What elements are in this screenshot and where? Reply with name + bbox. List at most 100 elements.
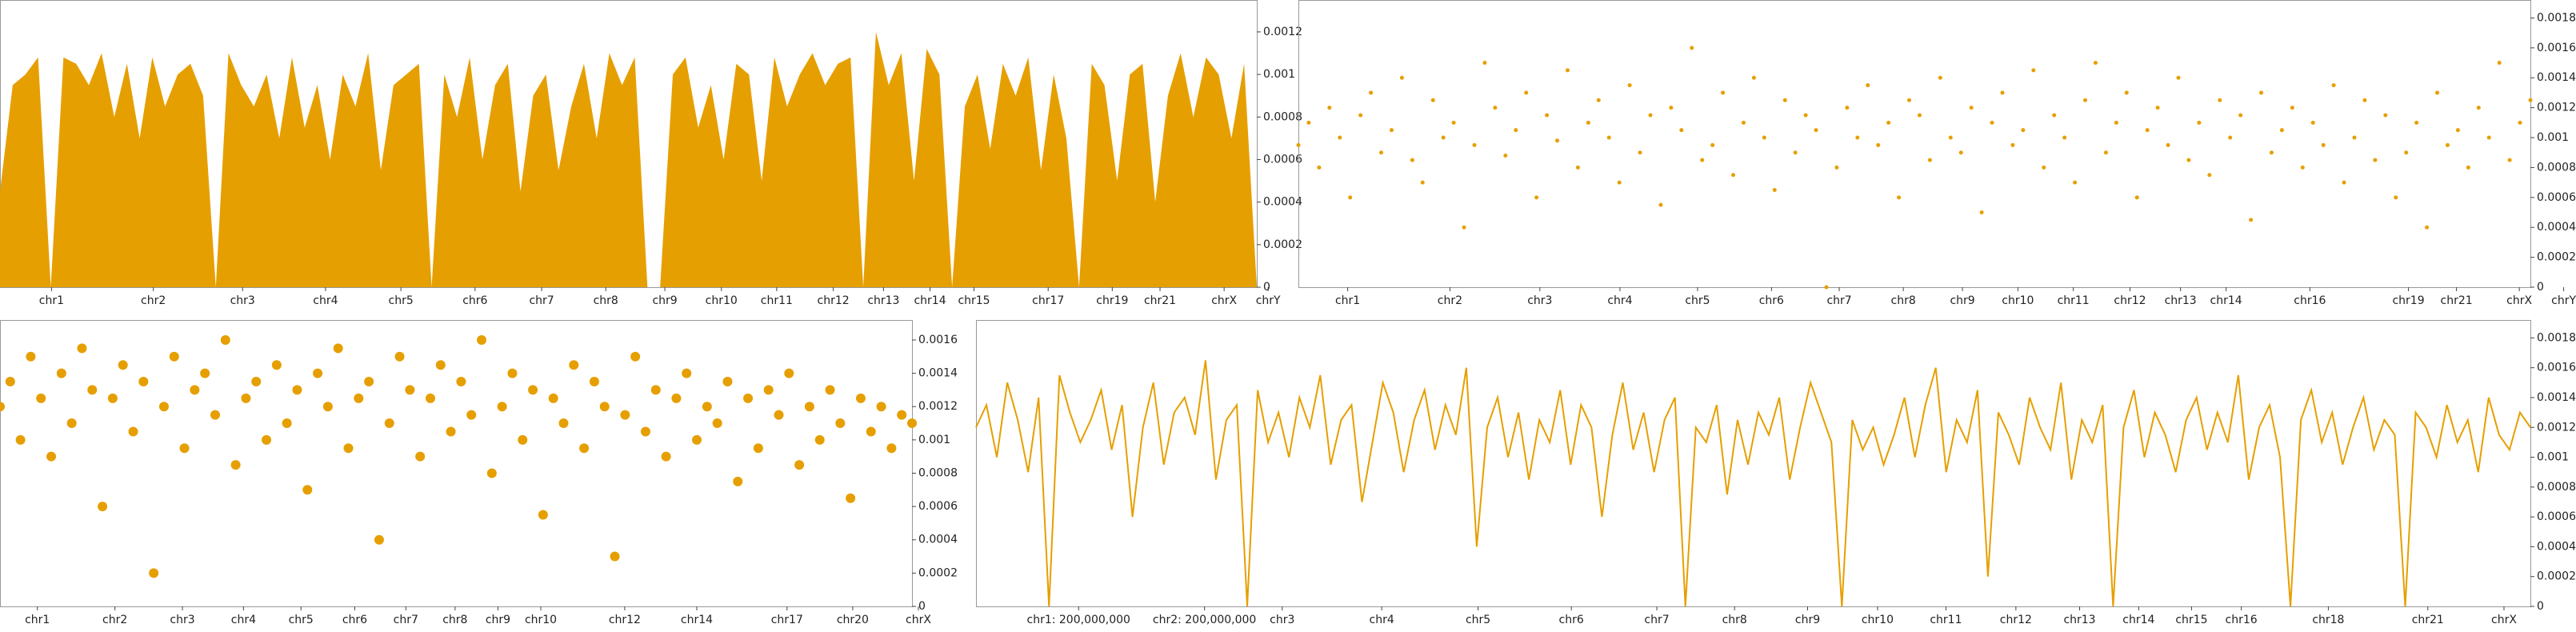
point (486, 468, 497, 478)
point (271, 360, 282, 370)
x-tick-label: chrY (1256, 294, 1281, 307)
point (2166, 142, 2170, 147)
point (784, 368, 794, 378)
point (2476, 106, 2481, 110)
point (1969, 106, 1974, 110)
point (1669, 106, 1674, 110)
x-tick-label: chrY (2551, 294, 2576, 307)
x-tick-label: chrX (1211, 294, 1237, 307)
point (5, 377, 15, 387)
point (907, 418, 917, 429)
x-tick-label: chr10 (2002, 294, 2034, 307)
point (518, 434, 528, 445)
x-tick-label: chr3 (1270, 614, 1294, 626)
y-tick-label: 0.0004 (2537, 221, 2576, 234)
x-tick-label: chr2: 200,000,000 (1153, 614, 1256, 626)
x-tick-label: chr2 (102, 614, 127, 626)
coverage-area (0, 31, 1257, 288)
panel-frame (976, 320, 2531, 607)
x-tick-label: chr8 (1722, 614, 1747, 626)
y-tick-label: 0.0014 (2537, 391, 2576, 404)
point (2145, 128, 2150, 133)
x-tick-label: chr7 (1826, 294, 1851, 307)
x-tick-label: chr6 (462, 294, 487, 307)
x-tick-label: chr12 (609, 614, 641, 626)
x-tick-label: chr2 (141, 294, 166, 307)
x-tick-label: chr11 (1930, 614, 1962, 626)
point (866, 426, 876, 437)
point (2052, 113, 2057, 118)
point (1751, 75, 1756, 80)
point (138, 377, 149, 387)
x-tick-label: chr4 (1370, 614, 1394, 626)
x-tick-label: chr17 (771, 614, 803, 626)
point (1638, 150, 1642, 155)
point (2507, 158, 2512, 162)
x-tick-label: chr4 (313, 294, 338, 307)
x-tick-label: chr7 (1644, 614, 1669, 626)
x-tick-label: chr11 (761, 294, 793, 307)
point (1834, 165, 1839, 170)
point (1514, 128, 1518, 133)
y-tick-label: 0.0018 (2537, 11, 2576, 24)
point (1410, 158, 1414, 162)
point (2518, 120, 2522, 125)
point (158, 402, 169, 412)
x-tick-label: chr12 (818, 294, 850, 307)
x-tick-label: chr13 (2165, 294, 2197, 307)
x-tick-label: chr17 (1032, 294, 1064, 307)
point (886, 443, 897, 454)
y-tick-label: 0.0016 (918, 334, 958, 346)
point (1886, 120, 1891, 125)
point (1741, 120, 1746, 125)
x-tick-label: chr18 (2312, 614, 2344, 626)
x-tick-label: chr5 (289, 614, 314, 626)
point (722, 377, 733, 387)
point (630, 351, 641, 362)
x-tick-label: chr5 (389, 294, 414, 307)
coverage-line (975, 360, 2531, 607)
x-tick-label: chr8 (442, 614, 467, 626)
point (1482, 61, 1487, 66)
point (743, 393, 754, 403)
point (1979, 210, 1984, 215)
point (1420, 180, 1425, 185)
x-tick-label: chrX (906, 614, 931, 626)
point (241, 393, 251, 403)
point (179, 443, 190, 454)
point (1772, 187, 1777, 192)
point (2228, 135, 2233, 140)
point (2394, 195, 2398, 200)
point (692, 434, 702, 445)
x-tick-label: chr16 (2226, 614, 2258, 626)
point (1606, 135, 1611, 140)
point (497, 402, 507, 412)
point (2455, 128, 2460, 133)
x-tick-label: chr6 (342, 614, 367, 626)
y-tick-label: 0.0008 (1263, 110, 1302, 123)
point (2103, 150, 2108, 155)
x-tick-label: chr9 (486, 614, 510, 626)
point (1721, 90, 1726, 95)
point (128, 426, 138, 437)
point (661, 451, 671, 462)
point (2383, 113, 2388, 118)
point (1348, 195, 1353, 200)
point (897, 410, 907, 420)
point (2259, 90, 2264, 95)
x-tick-label: chr3 (170, 614, 194, 626)
point (2042, 165, 2046, 170)
x-tick-label: chr11 (2058, 294, 2090, 307)
point (1575, 165, 1580, 170)
point (56, 368, 66, 378)
point (1379, 150, 1384, 155)
x-tick-label: chr13 (867, 294, 899, 307)
point (1430, 98, 1435, 102)
point (66, 418, 77, 429)
point (1451, 120, 1456, 125)
y-tick-label: 0.001 (2537, 131, 2569, 144)
point (2000, 90, 2005, 95)
point (292, 385, 302, 395)
point (118, 360, 128, 370)
x-tick-label: chr1 (1335, 294, 1360, 307)
